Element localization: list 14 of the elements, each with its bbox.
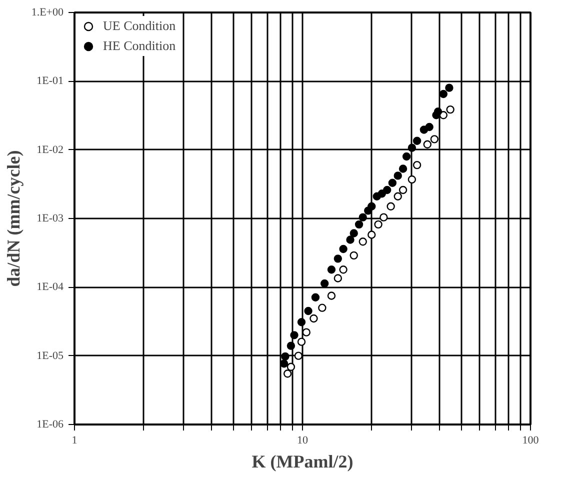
y-axis-title: da/dN (mm/cycle) (3, 150, 24, 287)
y-tick-label: 1E-02 (36, 144, 64, 156)
legend-label: UE Condition (103, 18, 176, 34)
y-tick-label: 1E-01 (36, 75, 64, 88)
y-tick-label: 1.E+00 (31, 6, 64, 18)
x-axis-title: K (MPaml/2) (252, 452, 354, 472)
y-tick-label: 1E-06 (36, 418, 64, 430)
x-tick-label: 10 (297, 434, 308, 446)
x-tick-label: 1 (72, 434, 78, 446)
y-tick-label: 1E-03 (36, 212, 64, 224)
y-tick-label: 1E-05 (36, 350, 64, 362)
y-tick-label: 1E-04 (36, 281, 64, 294)
legend-label: HE Condition (103, 38, 176, 54)
x-tick-label: 100 (522, 434, 540, 446)
